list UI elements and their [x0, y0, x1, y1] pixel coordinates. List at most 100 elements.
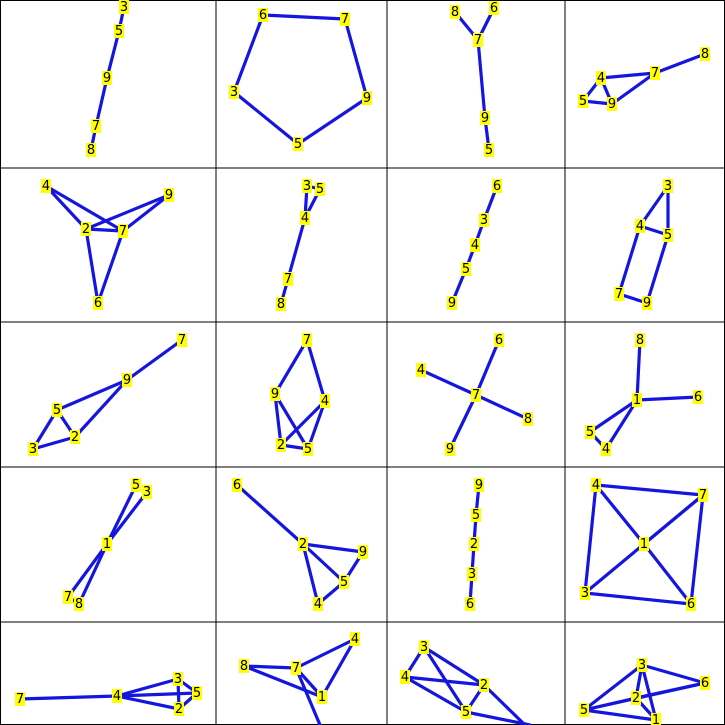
node-label-background — [601, 442, 611, 456]
node-label: 1 — [633, 393, 641, 408]
node-label: 4 — [602, 442, 610, 457]
graph-cell: 8 6 7 9 5 — [450, 1, 499, 158]
graph-node: 8 — [86, 143, 96, 158]
graph-nodes: 8 7 4 1 — [239, 632, 360, 705]
node-label: 9 — [448, 296, 456, 311]
node-label: 5 — [586, 425, 594, 440]
node-label-background — [276, 438, 286, 452]
node-label: 1 — [652, 713, 660, 725]
graph-edge — [105, 490, 149, 546]
graph-node: 5 — [585, 425, 595, 440]
graph-node: 5 — [663, 228, 673, 243]
graph-edges — [582, 663, 707, 722]
graph-edge — [273, 392, 310, 451]
graph-node: 9 — [164, 188, 174, 203]
node-label: 9 — [643, 296, 651, 311]
graph-node: 3 — [173, 672, 183, 687]
node-label: 4 — [592, 478, 600, 493]
node-label: 5 — [132, 478, 140, 493]
node-label: 2 — [632, 691, 640, 706]
node-label-background — [340, 12, 350, 26]
node-label: 8 — [524, 412, 532, 427]
graph-cell: 4 7 1 3 6 — [580, 478, 708, 612]
node-label: 6 — [490, 1, 498, 16]
graph-edge — [594, 483, 646, 546]
graph-node: 8 — [276, 297, 286, 312]
graph-edge — [84, 227, 125, 233]
graph-edges — [273, 338, 327, 451]
node-label-background — [28, 442, 38, 456]
graph-edge — [419, 368, 478, 397]
graph-edge — [294, 637, 357, 670]
graph-edge — [642, 542, 693, 606]
node-label: 2 — [299, 537, 307, 552]
graph-nodes: 9 5 2 3 6 — [465, 478, 484, 612]
node-label: 2 — [470, 537, 478, 552]
graph-edge — [273, 392, 283, 447]
node-label: 9 — [446, 442, 454, 457]
graph-node: 4 — [635, 219, 645, 234]
graph-edge — [583, 591, 693, 606]
graph-node: 1 — [317, 690, 327, 705]
node-label: 7 — [651, 66, 659, 81]
node-label: 3 — [468, 567, 476, 582]
node-label-background — [419, 640, 429, 654]
graph-node: 1 — [102, 537, 112, 552]
graph-edge — [635, 338, 642, 402]
graph-cell: 3 4 5 7 9 — [614, 179, 673, 311]
node-label: 1 — [640, 537, 648, 552]
graph-edges — [588, 338, 700, 451]
graph-node: 4 — [320, 394, 330, 409]
graph-node: 3 — [28, 442, 38, 457]
node-label-background — [177, 333, 187, 347]
graph-edge — [73, 378, 129, 439]
graph-node: 7 — [63, 590, 73, 605]
graph-edge — [125, 338, 184, 382]
graph-nodes: 6 7 9 5 3 — [229, 8, 372, 152]
graph-node: 4 — [596, 71, 606, 86]
graph-edges — [617, 184, 670, 305]
node-label: 5 — [664, 228, 672, 243]
graph-node: 2 — [469, 537, 479, 552]
node-label: 6 — [466, 597, 474, 612]
node-label-background — [473, 33, 483, 47]
node-label-background — [300, 211, 310, 225]
graph-edge — [115, 677, 180, 698]
graph-edge — [640, 663, 707, 685]
graph-cell: 3 54 7 8 — [276, 179, 325, 312]
graph-edge — [403, 675, 468, 714]
graph-node: 7 — [15, 692, 25, 707]
graph-node: 3 — [637, 658, 647, 673]
graph-edges — [232, 13, 369, 146]
node-label-background — [173, 672, 183, 686]
node-label-background — [74, 597, 84, 611]
graph-cell: 8 7 45 9 — [578, 47, 710, 112]
graph-node: 3 — [467, 567, 477, 582]
node-label-background — [317, 690, 327, 704]
node-label-background — [494, 333, 504, 347]
graph-edge — [66, 542, 109, 599]
graph-node: 8 — [523, 412, 533, 427]
graph-nodes: 4 7 1 3 6 — [580, 478, 708, 612]
node-label: 8 — [277, 297, 285, 312]
graph-edge — [617, 224, 642, 296]
graph-node: 9 — [445, 442, 455, 457]
graph-node: 8 — [74, 597, 84, 612]
node-label: 3 — [230, 85, 238, 100]
graph-edge — [96, 229, 125, 305]
graph-edge — [105, 483, 138, 546]
node-label: 9 — [165, 188, 173, 203]
node-label: 2 — [175, 702, 183, 717]
graph-node: 2 — [276, 438, 286, 453]
graph-edge — [55, 378, 129, 412]
node-label-background — [164, 188, 174, 202]
node-label: 9 — [475, 478, 483, 493]
graph-node: 9 — [607, 97, 617, 112]
graph-node: 5 — [339, 575, 349, 590]
node-label-background — [637, 658, 647, 672]
graph-node: 9 — [642, 296, 652, 311]
graph-node: 3 — [419, 640, 429, 655]
node-label: 9 — [359, 545, 367, 560]
node-label: 5 — [485, 143, 493, 158]
